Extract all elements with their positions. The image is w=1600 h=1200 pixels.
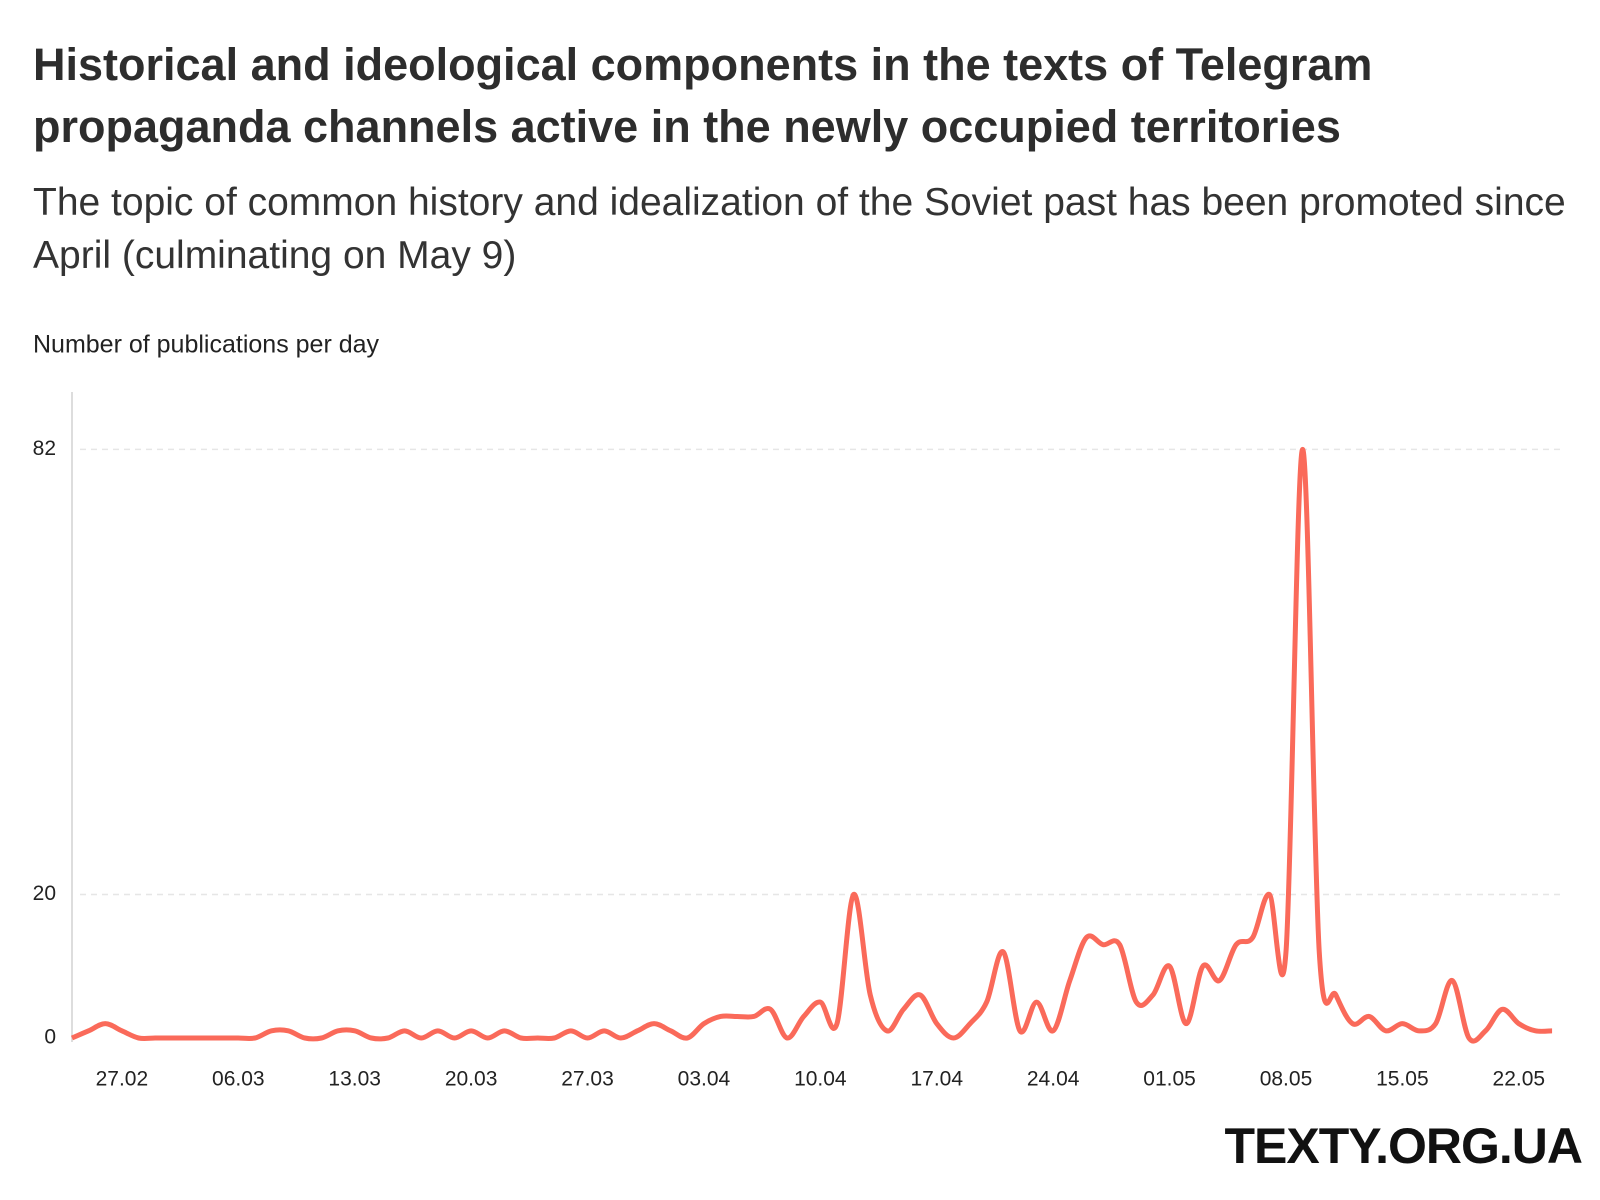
x-tick-label: 17.04 [910,1068,963,1091]
x-tick-label: 22.05 [1493,1068,1546,1091]
source-logo: TEXTY.ORG.UA [1225,1118,1582,1174]
chart-subtitle: The topic of common history and idealiza… [33,181,1566,277]
y-axis-label: Number of publications per day [33,331,380,359]
x-tick-label: 01.05 [1143,1068,1196,1091]
x-tick-label: 15.05 [1376,1068,1429,1091]
x-tick-label: 27.03 [561,1068,614,1091]
data-line [71,446,1553,1044]
x-tick-label: 06.03 [212,1068,265,1091]
x-tick-label: 10.04 [794,1068,847,1091]
chart-title: Historical and ideological components in… [33,39,1373,152]
x-tick-label: 24.04 [1027,1068,1080,1091]
x-tick-label: 08.05 [1260,1068,1313,1091]
x-tick-label: 03.04 [678,1068,731,1091]
y-tick-label: 20 [33,882,56,905]
y-tick-label: 82 [33,437,56,460]
x-tick-label: 27.02 [96,1068,149,1091]
x-tick-label: 20.03 [445,1068,498,1091]
x-tick-label: 13.03 [328,1068,381,1091]
y-tick-label: 0 [44,1026,56,1049]
